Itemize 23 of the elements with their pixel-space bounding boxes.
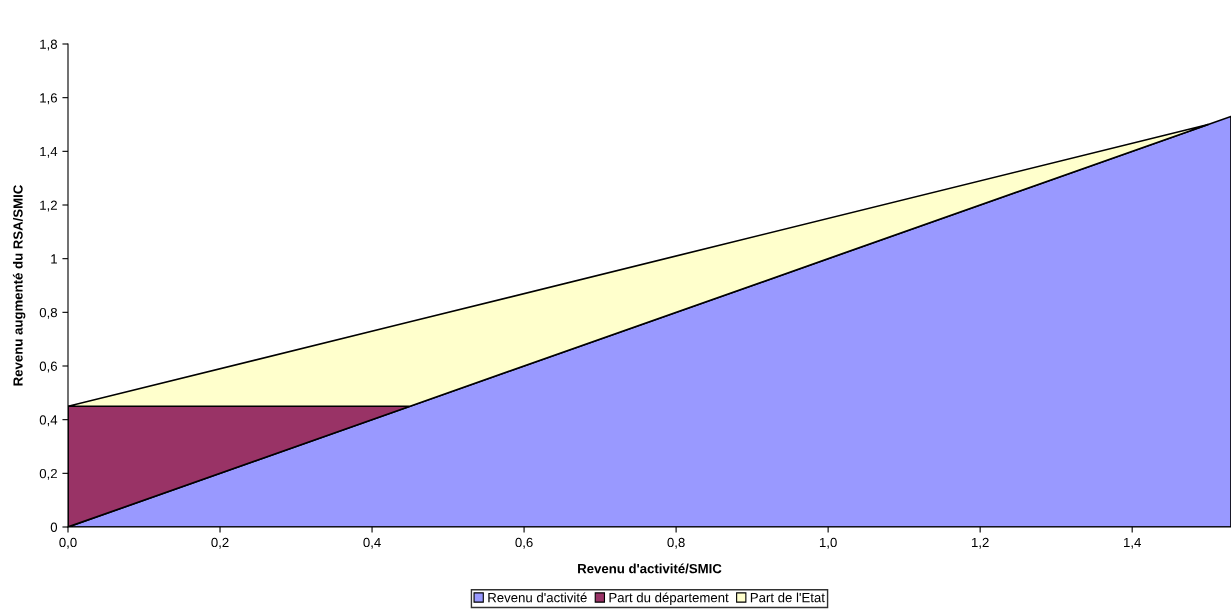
y-tick-label: 0,4 bbox=[39, 415, 58, 427]
x-tick-label: 0,2 bbox=[211, 537, 229, 549]
x-tick-label: 1,4 bbox=[1124, 537, 1141, 549]
legend-label: Revenu d'activité bbox=[488, 592, 587, 603]
y-tick-label: 0 bbox=[50, 522, 58, 532]
x-tick-label: 1,2 bbox=[971, 537, 989, 549]
x-tick-label: 0,6 bbox=[515, 537, 533, 549]
y-tick-label: 1,4 bbox=[40, 147, 58, 158]
y-tick-label: 1,8 bbox=[40, 39, 58, 51]
x-tick-label: 0,4 bbox=[363, 537, 381, 549]
y-axis-title: Revenu augmenté du RSA/SMIC bbox=[12, 185, 26, 386]
y-tick-label: 1 bbox=[51, 254, 57, 264]
x-axis-title: Revenu d'activité/SMIC bbox=[578, 563, 722, 574]
y-tick-label: 0,8 bbox=[39, 307, 58, 319]
x-tick-label: 1,0 bbox=[819, 537, 837, 549]
y-tick-label: 0,2 bbox=[39, 468, 57, 480]
y-tick-label: 1,2 bbox=[40, 200, 57, 212]
x-tick-label: 0,0 bbox=[59, 537, 77, 549]
legend-label: Part de l'Etat bbox=[750, 592, 825, 603]
y-tick-label: 1,6 bbox=[40, 93, 58, 105]
y-tick-label: 0,6 bbox=[39, 361, 58, 373]
legend-label: Part du département bbox=[609, 592, 729, 605]
x-tick-label: 0,8 bbox=[667, 537, 685, 549]
